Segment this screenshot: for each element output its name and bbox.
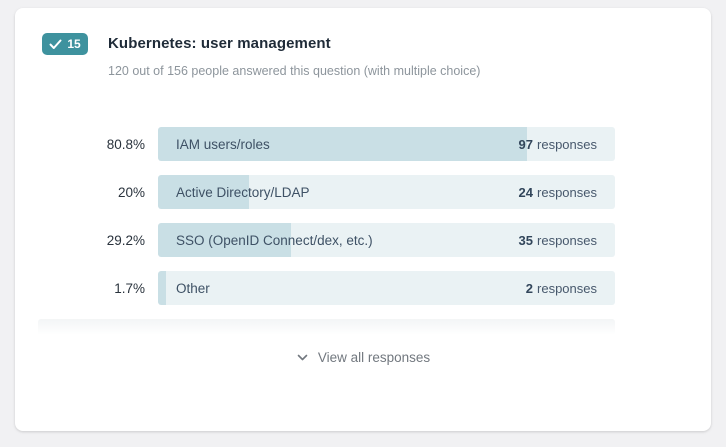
bar-track: Other 2 responses bbox=[158, 271, 615, 305]
response-count: 97 bbox=[518, 136, 534, 152]
bar-label: Active Directory/LDAP bbox=[176, 184, 310, 200]
check-icon bbox=[49, 39, 62, 50]
response-suffix: responses bbox=[537, 136, 597, 152]
response-count-group: 97 responses bbox=[519, 127, 597, 161]
response-suffix: responses bbox=[537, 232, 597, 248]
response-row: 1.7% Other 2 responses bbox=[38, 271, 615, 305]
survey-question-card: 15 Kubernetes: user management 120 out o… bbox=[15, 8, 711, 431]
response-count-group: 24 responses bbox=[519, 175, 597, 209]
response-row: 20% Active Directory/LDAP 24 responses bbox=[38, 175, 615, 209]
question-subtitle: 120 out of 156 people answered this ques… bbox=[108, 64, 481, 78]
view-all-label: View all responses bbox=[317, 350, 431, 365]
view-all-responses-button[interactable]: View all responses bbox=[290, 346, 436, 369]
response-row: 80.8% IAM users/roles 97 responses bbox=[38, 127, 615, 161]
bar-fill bbox=[158, 127, 528, 161]
response-count-group: 35 responses bbox=[519, 223, 597, 257]
question-header: Kubernetes: user management 120 out of 1… bbox=[108, 35, 480, 79]
response-suffix: responses bbox=[537, 184, 597, 200]
footer: View all responses bbox=[15, 346, 711, 369]
response-count: 2 bbox=[525, 280, 534, 296]
response-row: 29.2% SSO (OpenID Connect/dex, etc.) 35 … bbox=[38, 223, 615, 257]
bar-label: SSO (OpenID Connect/dex, etc.) bbox=[176, 232, 373, 248]
response-count: 35 bbox=[518, 232, 534, 248]
chevron-down-icon bbox=[296, 351, 309, 364]
bar-fill bbox=[158, 271, 166, 305]
bar-fill bbox=[158, 223, 292, 257]
bar-track: Active Directory/LDAP 24 responses bbox=[158, 175, 615, 209]
bar-track: SSO (OpenID Connect/dex, etc.) 35 respon… bbox=[158, 223, 615, 257]
response-suffix: responses bbox=[537, 280, 597, 296]
question-number-badge: 15 bbox=[42, 33, 88, 55]
bar-label: Other bbox=[176, 280, 210, 296]
percent-label: 80.8% bbox=[106, 136, 145, 152]
response-count-group: 2 responses bbox=[526, 271, 597, 305]
bar-chart: 80.8% IAM users/roles 97 responses 20% A… bbox=[38, 127, 615, 319]
faded-next-row bbox=[38, 319, 615, 335]
bar-label: IAM users/roles bbox=[176, 136, 270, 152]
question-number: 15 bbox=[67, 37, 81, 51]
response-count: 24 bbox=[518, 184, 534, 200]
question-title: Kubernetes: user management bbox=[108, 35, 331, 52]
bar-track: IAM users/roles 97 responses bbox=[158, 127, 615, 161]
bar-fill bbox=[158, 175, 250, 209]
percent-label: 1.7% bbox=[114, 280, 145, 296]
percent-label: 29.2% bbox=[106, 232, 145, 248]
percent-label: 20% bbox=[117, 184, 145, 200]
